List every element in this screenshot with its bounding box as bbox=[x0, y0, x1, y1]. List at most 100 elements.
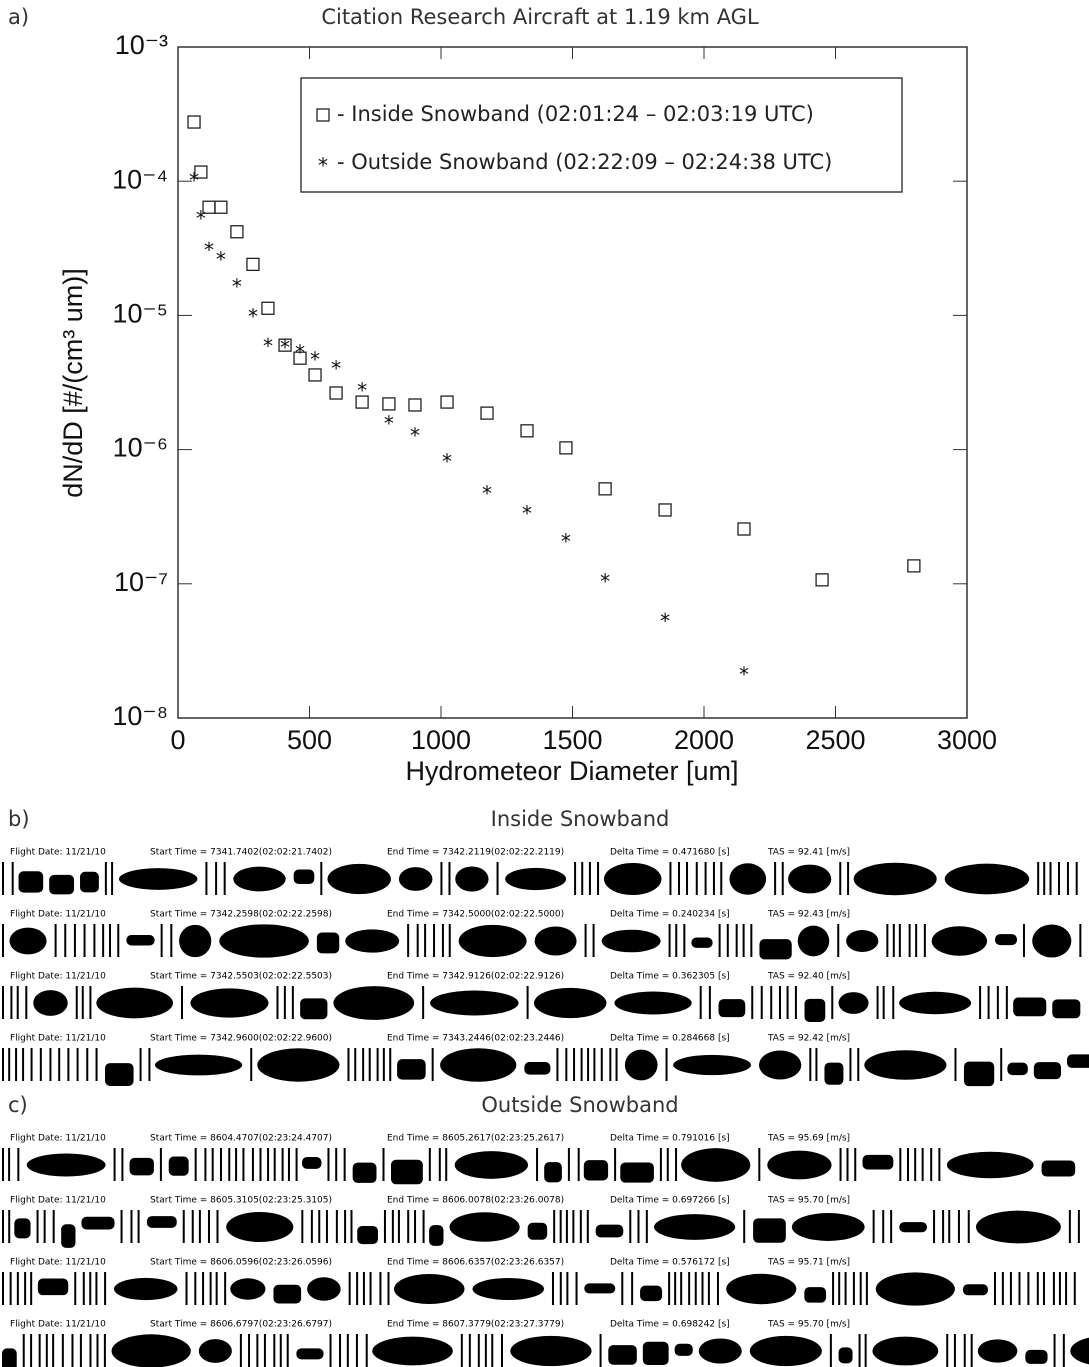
particle-slice bbox=[666, 1148, 669, 1181]
x-tick-label: 3000 bbox=[937, 725, 997, 755]
particle bbox=[608, 1345, 637, 1365]
particle-slice bbox=[1057, 862, 1060, 895]
particle bbox=[718, 999, 746, 1018]
particle bbox=[1052, 999, 1081, 1019]
particle-slice bbox=[267, 1148, 270, 1181]
particle-slice bbox=[354, 1048, 357, 1081]
particle-slice bbox=[250, 1048, 253, 1081]
particle-slice bbox=[348, 1272, 351, 1305]
particle-slice bbox=[599, 1334, 602, 1367]
particle bbox=[1032, 924, 1072, 958]
particle-slice bbox=[407, 924, 410, 957]
strip-header: Start Time = 7342.9600(02:02:22.9600) bbox=[150, 1034, 332, 1044]
particle-slice bbox=[185, 1272, 188, 1305]
particle bbox=[791, 1213, 865, 1241]
particle-slice bbox=[75, 986, 78, 1019]
x-tick-label: 2000 bbox=[674, 725, 734, 755]
panel-title: Inside Snowband bbox=[491, 807, 670, 831]
star-marker: * bbox=[482, 482, 492, 506]
y-tick-label: 10⁻³ bbox=[115, 30, 168, 60]
particle-slice bbox=[948, 1210, 951, 1243]
strip-header: Start Time = 7341.7402(02:02:21.7402) bbox=[150, 848, 332, 858]
star-marker: * bbox=[384, 412, 394, 436]
particle-slice bbox=[942, 1210, 945, 1243]
strip-header: Flight Date: 11/21/10 bbox=[10, 972, 106, 982]
particle-slice bbox=[629, 1210, 632, 1243]
particle bbox=[975, 1210, 1061, 1244]
particle-slice bbox=[198, 1210, 201, 1243]
square-marker bbox=[261, 301, 275, 315]
particle-slice bbox=[74, 1272, 77, 1305]
particle bbox=[458, 924, 527, 958]
star-marker: * bbox=[739, 663, 749, 687]
particle bbox=[527, 1222, 548, 1240]
particle-slice bbox=[695, 862, 698, 895]
particle-slice bbox=[2, 986, 4, 1019]
particle-slice bbox=[11, 862, 14, 895]
particle bbox=[797, 925, 830, 957]
particle-slice bbox=[865, 1272, 868, 1305]
particle-slice bbox=[325, 1210, 328, 1243]
particle-slice bbox=[829, 1334, 832, 1367]
particle-slice bbox=[281, 1148, 284, 1181]
particle-slice bbox=[95, 1048, 98, 1081]
particle-slice bbox=[1073, 1272, 1076, 1305]
particle bbox=[681, 1148, 751, 1182]
particle-slice bbox=[346, 1334, 349, 1367]
particle-slice bbox=[838, 1272, 841, 1305]
particle bbox=[398, 867, 433, 891]
particle bbox=[198, 1339, 232, 1363]
particle bbox=[455, 866, 489, 892]
particle bbox=[296, 1348, 324, 1360]
particle-slice bbox=[117, 924, 120, 957]
particle-slice bbox=[310, 1210, 313, 1243]
particle-slice bbox=[207, 1210, 210, 1243]
particle-slice bbox=[760, 986, 763, 1019]
strip-header: Delta Time = 0.240234 [s] bbox=[610, 910, 730, 920]
particle bbox=[14, 1218, 31, 1239]
particle bbox=[2, 1348, 17, 1367]
particle-slice bbox=[286, 1334, 289, 1367]
particle-slice bbox=[191, 1210, 194, 1243]
square-marker bbox=[480, 406, 494, 420]
particle bbox=[49, 874, 75, 895]
particle-slice bbox=[343, 1148, 346, 1181]
particle bbox=[624, 1049, 658, 1081]
particle-slice bbox=[832, 1272, 835, 1305]
strip-header: TAS = 92.42 [m/s] bbox=[767, 1034, 850, 1044]
particle bbox=[357, 1225, 378, 1245]
particle-slice bbox=[382, 1148, 385, 1181]
particle bbox=[642, 1341, 669, 1366]
particle-slice bbox=[205, 862, 208, 895]
particle-slice bbox=[219, 1148, 222, 1181]
strip-header: Start Time = 7342.2598(02:02:22.2598) bbox=[150, 910, 332, 920]
particle bbox=[397, 1059, 426, 1080]
particle-slice bbox=[726, 924, 729, 957]
particle-slice bbox=[645, 1210, 648, 1243]
particle-slice bbox=[770, 986, 773, 1019]
strip-header: End Time = 8607.3779(02:23:27.3779) bbox=[387, 1320, 564, 1330]
y-tick-label: 10⁻⁶ bbox=[113, 433, 168, 463]
particle-slice bbox=[356, 1272, 359, 1305]
particle-slice bbox=[8, 1210, 11, 1243]
particle-slice bbox=[668, 1272, 671, 1305]
star-marker: * bbox=[310, 347, 320, 371]
particle-slice bbox=[720, 862, 723, 895]
particle-slice bbox=[565, 1048, 568, 1081]
particle-slice bbox=[181, 986, 184, 1019]
particle-slice bbox=[774, 862, 777, 895]
particle bbox=[698, 1338, 742, 1364]
strip-header: Flight Date: 11/21/10 bbox=[10, 1196, 106, 1206]
y-tick-label: 10⁻⁴ bbox=[112, 164, 168, 194]
square-marker bbox=[907, 559, 921, 573]
particle-slice bbox=[424, 924, 427, 957]
particle-slice bbox=[242, 1148, 245, 1181]
square-marker bbox=[194, 165, 208, 179]
particle-slice bbox=[422, 986, 425, 1019]
particle-slice bbox=[496, 862, 499, 895]
strip-header: Flight Date: 11/21/10 bbox=[10, 1134, 106, 1144]
particle-slice bbox=[615, 1048, 618, 1081]
particle-slice bbox=[2, 1272, 4, 1305]
particle-slice bbox=[160, 924, 163, 957]
particle bbox=[544, 1162, 562, 1183]
